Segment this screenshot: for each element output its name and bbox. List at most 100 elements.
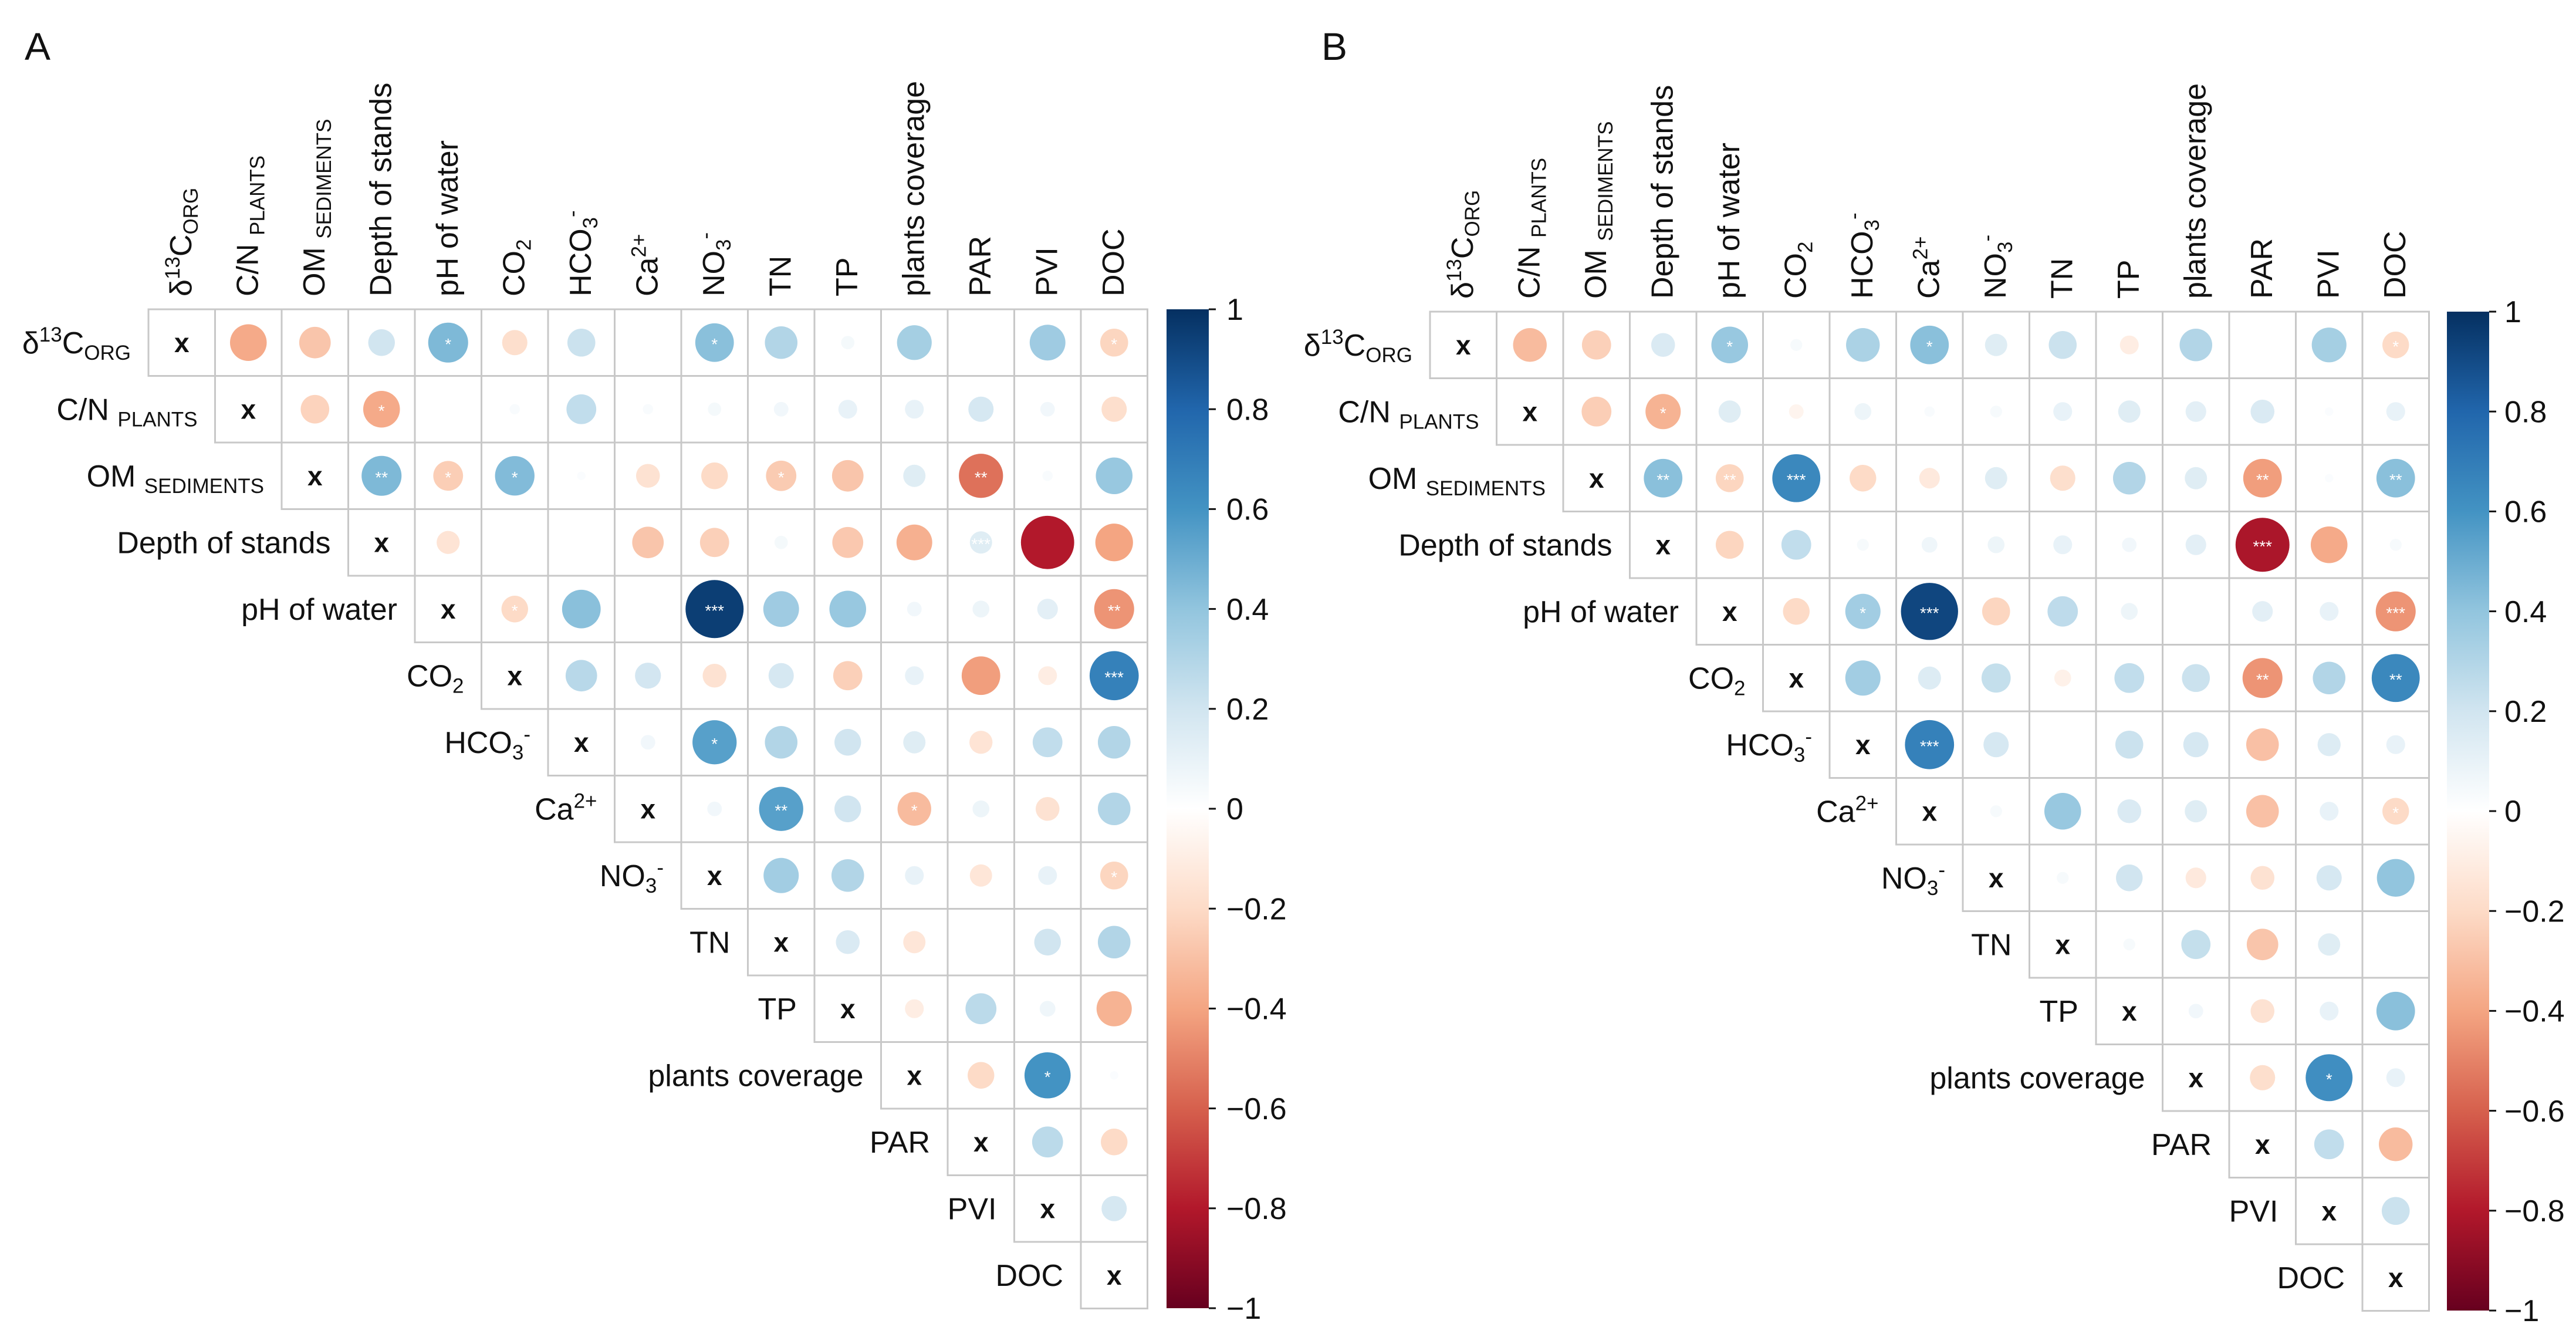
colorbar-gradient [1167,309,1209,1308]
correlation-circle [1095,524,1133,562]
colorbar-tick-label: 0.4 [1226,593,1269,627]
column-label: PVI [1030,247,1064,296]
correlation-circle [2375,591,2416,632]
label-part: Depth of stands [1645,85,1679,299]
label-part: - [1976,235,1999,242]
label-part: C [164,235,198,257]
correlation-circle [635,464,660,488]
diagonal-marker: x [1589,463,1604,494]
row-label: TP [758,992,797,1026]
row-label: PVI [948,1192,997,1226]
label-part: 13 [161,256,184,279]
significance-stars: * [445,335,451,353]
correlation-circle [567,328,596,357]
correlation-circle [765,326,798,359]
correlation-circle [1918,666,1941,690]
column-label: CO2​ [497,239,535,296]
column-label: CO2​ [1779,242,1817,299]
correlation-circle [1100,328,1128,357]
significance-stars: * [445,468,451,487]
correlation-circle [1035,796,1060,821]
row-label: plants coverage [1929,1061,2145,1095]
correlation-circle [972,600,990,618]
correlation-circle [969,864,992,887]
column-label: plants coverage [2178,83,2212,299]
colorbar-tick-label: −0.4 [2504,995,2565,1029]
label-part: 3 [1861,220,1884,231]
label-part: C [62,326,84,360]
label-part: OM [1579,241,1613,299]
significance-stars: * [1926,337,1933,356]
correlation-circle [685,580,744,639]
diagonal-marker: x [907,1060,922,1090]
colorbar-tick-label: 0 [1226,792,1243,826]
row-label: PAR [2151,1128,2212,1162]
correlation-circle [768,663,794,688]
diagonal-marker: x [307,461,323,491]
significance-stars: ** [775,801,787,819]
correlation-circle [1921,536,1938,553]
label-part: 3 [1927,877,1938,900]
diagonal-marker: x [1922,796,1937,826]
correlation-circle [1845,593,1881,629]
label-part: Depth of stands [117,526,330,560]
colorbar: 1 0.8 0.6 0.4 0.2 0 −0.2 −0.4 −0.6 −0.8 −1 [2447,295,2565,1328]
correlation-circle [972,800,990,818]
correlation-circle [2188,1004,2203,1019]
label-part: TN [763,256,797,296]
correlation-circle [1032,1126,1063,1158]
correlation-circle [836,930,860,954]
correlation-circle [831,859,864,892]
label-part: - [523,723,530,746]
diagonal-marker: x [973,1127,989,1157]
label-part: Ca [1912,259,1946,299]
label-part: PVI [2311,249,2345,299]
label-part: OM [1368,462,1426,496]
correlation-circle [2320,802,2339,821]
correlation-circle [1034,928,1061,955]
correlation-circle [2252,601,2273,622]
column-label: OM SEDIMENTS​ [298,119,336,296]
correlation-circle [2246,795,2279,828]
diagonal-marker: x [1040,1193,1055,1224]
correlation-circle [2235,518,2290,572]
diagonal-marker: x [574,727,589,758]
correlation-circle [1100,861,1128,890]
correlation-circle [961,656,1000,695]
row-label: Depth of stands [1398,528,1612,562]
significance-stars: ** [375,468,388,487]
grid-cell [614,575,682,643]
label-part: δ [1446,282,1480,299]
grid-cell [614,308,682,377]
column-label: C/N PLANTS​ [231,156,269,296]
diagonal-marker: x [241,394,256,424]
correlation-circle [1845,660,1881,696]
correlation-circle [1645,394,1681,430]
diagonal-marker: x [1722,596,1737,627]
row-label: pH of water [1523,595,1679,629]
label-part: 2+ [627,234,650,258]
label-part: PLANTS [1527,158,1550,238]
correlation-circle [2179,328,2213,362]
column-label: NO3​-​ [694,232,735,296]
label-part: C/N [56,393,117,427]
label-part: TP [758,992,797,1026]
panel-label: B [1321,25,1347,68]
significance-stars: ** [2389,471,2402,489]
label-part: pH of water [1523,595,1679,629]
grid-cell [946,908,1015,977]
correlation-circle [433,461,464,491]
significance-stars: * [711,735,718,753]
column-label: Ca2+​ [1909,237,1946,299]
label-part: PAR [964,236,998,296]
row-label: TN [1971,928,2012,962]
label-part: - [561,210,584,217]
colorbar-tick-label: −0.8 [1226,1192,1287,1226]
label-part: TP [2112,260,2146,299]
colorbar-tick-label: 0 [2504,795,2521,829]
label-part: SEDIMENTS [144,475,264,498]
correlation-circle [2314,1129,2344,1160]
label-part: Depth of stands [1398,528,1612,562]
label-part: DOC [1097,228,1131,296]
correlation-circle [437,531,460,554]
